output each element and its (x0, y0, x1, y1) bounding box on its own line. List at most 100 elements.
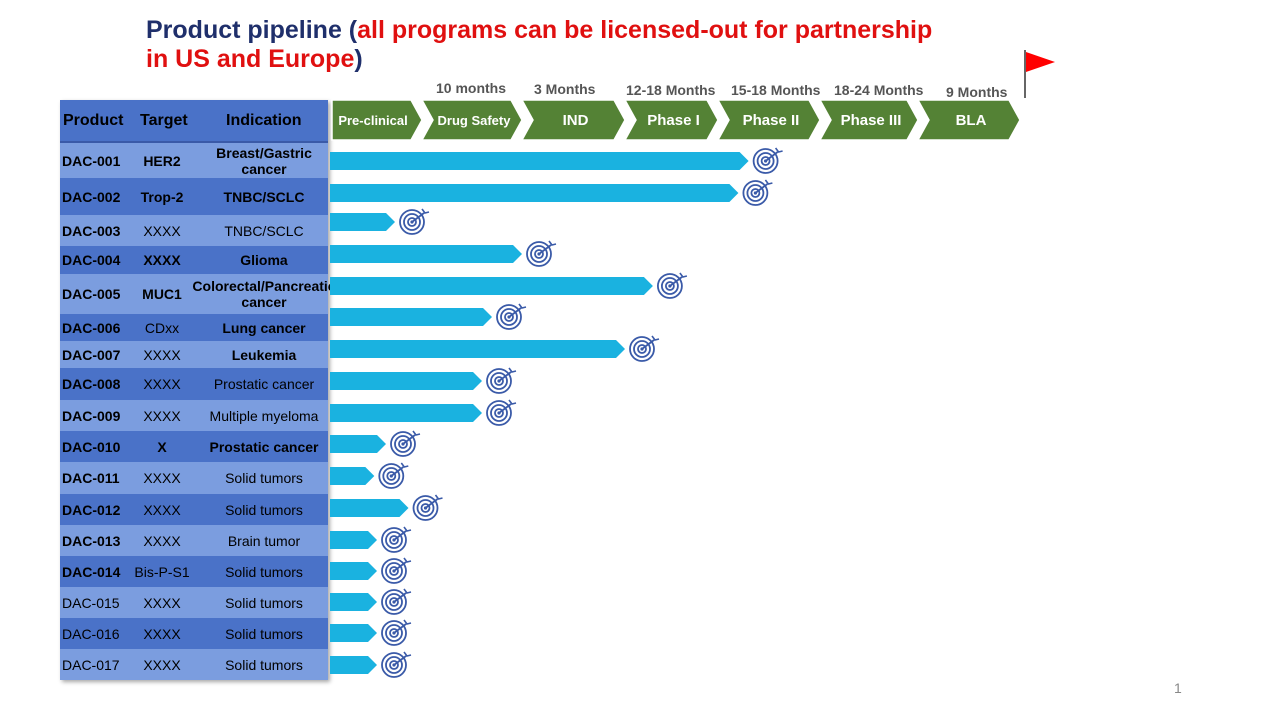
indication-cell: Multiple myeloma (209, 407, 319, 424)
table-header: Product Target Indication (60, 100, 328, 143)
progress-bar (330, 435, 386, 453)
target-dart (669, 276, 683, 287)
stage-arrow (623, 99, 719, 141)
table-row: DAC-010 X Prostatic cancer (60, 431, 328, 462)
target-cell: HER2 (143, 152, 181, 169)
product-cell: DAC-001 (62, 152, 121, 169)
target-cell: X (157, 438, 167, 455)
flag-icon (1026, 52, 1055, 72)
target-cell: XXXX (143, 222, 181, 239)
target-icon (679, 272, 688, 278)
progress-bar (330, 624, 377, 642)
table-row: DAC-007 XXXX Leukemia (60, 341, 328, 368)
stage-label: Phase I (647, 112, 700, 129)
indication-cell: TNBC/SCLC (224, 222, 304, 239)
product-cell: DAC-013 (62, 532, 121, 549)
table-row: DAC-014 Bis-P-S1 Solid tumors (60, 556, 328, 587)
target-icon (434, 494, 443, 500)
target-dart (402, 434, 416, 445)
target-dart (641, 339, 655, 350)
header-target: Target (140, 112, 188, 129)
target-dart (508, 307, 522, 318)
target-icon (774, 147, 783, 153)
target-cell: XXXX (143, 656, 181, 673)
product-table: Product Target Indication DAC-001 HER2 B… (60, 100, 336, 680)
product-cell: DAC-011 (62, 470, 120, 486)
progress-bar (330, 499, 409, 517)
progress-bar (330, 656, 377, 674)
header-product: Product (63, 112, 124, 129)
target-cell: Bis-P-S1 (134, 563, 190, 580)
indication-cell: Solid tumors (225, 501, 303, 518)
indication-cell: Breast/Gastric cancer (216, 144, 312, 177)
product-cell: DAC-010 (62, 438, 121, 455)
table-row: DAC-003 XXXX TNBC/SCLC (60, 215, 328, 246)
progress-bar (330, 562, 377, 580)
target-cell: MUC1 (142, 286, 182, 302)
table-row: DAC-011 XXXX Solid tumors (60, 462, 328, 494)
table-row: DAC-001 HER2 Breast/Gastric cancer (60, 143, 328, 178)
progress-bar (330, 277, 653, 295)
product-cell: DAC-009 (62, 407, 121, 424)
product-cell: DAC-007 (62, 346, 121, 363)
target-dart (393, 561, 407, 572)
duration-label: 9 Months (946, 84, 1008, 100)
stage-arrow (520, 99, 626, 141)
progress-bar (330, 213, 395, 231)
product-cell: DAC-015 (62, 594, 120, 611)
product-cell: DAC-006 (62, 319, 121, 336)
product-cell: DAC-004 (62, 252, 121, 268)
progress-bar (330, 308, 492, 326)
table-row: DAC-016 XXXX Solid tumors (60, 618, 328, 649)
target-cell: XXXX (143, 407, 181, 424)
target-dart (538, 244, 552, 255)
duration-label: 18-24 Months (834, 82, 924, 98)
duration-label: 3 Months (534, 81, 596, 97)
title-suffix: ) (354, 45, 363, 73)
target-cell: XXXX (143, 376, 181, 392)
target-dart (498, 403, 512, 414)
target-dart (411, 212, 425, 223)
target-cell: XXXX (143, 252, 181, 268)
target-dart (393, 530, 407, 541)
page-title: Product pipeline (all programs can be li… (146, 16, 946, 74)
stage-label: Phase III (841, 112, 902, 129)
target-icon (400, 462, 409, 468)
progress-bar (330, 593, 377, 611)
indication-cell: TNBC/SCLC (223, 188, 305, 205)
progress-bar (330, 467, 375, 485)
target-dart (754, 183, 768, 194)
progress-bar (330, 531, 377, 549)
target-dart (393, 655, 407, 666)
progress-bar (330, 404, 482, 422)
target-cell: XXXX (143, 346, 181, 363)
target-cell: XXXX (143, 501, 181, 518)
indication-cell: Prostatic cancer (213, 376, 315, 392)
header-indication: Indication (226, 112, 302, 129)
indication-cell: Prostatic cancer (209, 438, 319, 455)
target-icon (508, 399, 517, 405)
target-icon (403, 588, 412, 594)
title-highlight: all programs can be licensed-out for par… (146, 16, 933, 73)
stage-arrow (818, 99, 919, 141)
indication-cell: Solid tumors (225, 594, 303, 611)
product-cell: DAC-002 (62, 188, 121, 205)
progress-bar (330, 372, 482, 390)
progress-bar (330, 184, 739, 202)
indication-cell: Colorectal/Pancreatic cancer (192, 278, 336, 310)
table-row: DAC-004 XXXX Glioma (60, 246, 328, 274)
stage-label: Pre-clinical (338, 113, 407, 128)
stage-arrow (420, 99, 523, 141)
duration-label: 15-18 Months (731, 82, 821, 98)
title-prefix: Product pipeline ( (146, 16, 358, 44)
product-cell: DAC-005 (62, 286, 121, 302)
progress-bar (330, 245, 522, 263)
table-row: DAC-002 Trop-2 TNBC/SCLC (60, 178, 328, 215)
table-row: DAC-008 XXXX Prostatic cancer (60, 368, 328, 400)
indication-cell: Solid tumors (225, 470, 303, 486)
stage-label: IND (563, 112, 589, 129)
indication-cell: Leukemia (231, 346, 297, 363)
indication-cell: Glioma (240, 252, 288, 268)
target-dart (390, 466, 404, 477)
target-dart (765, 151, 779, 162)
